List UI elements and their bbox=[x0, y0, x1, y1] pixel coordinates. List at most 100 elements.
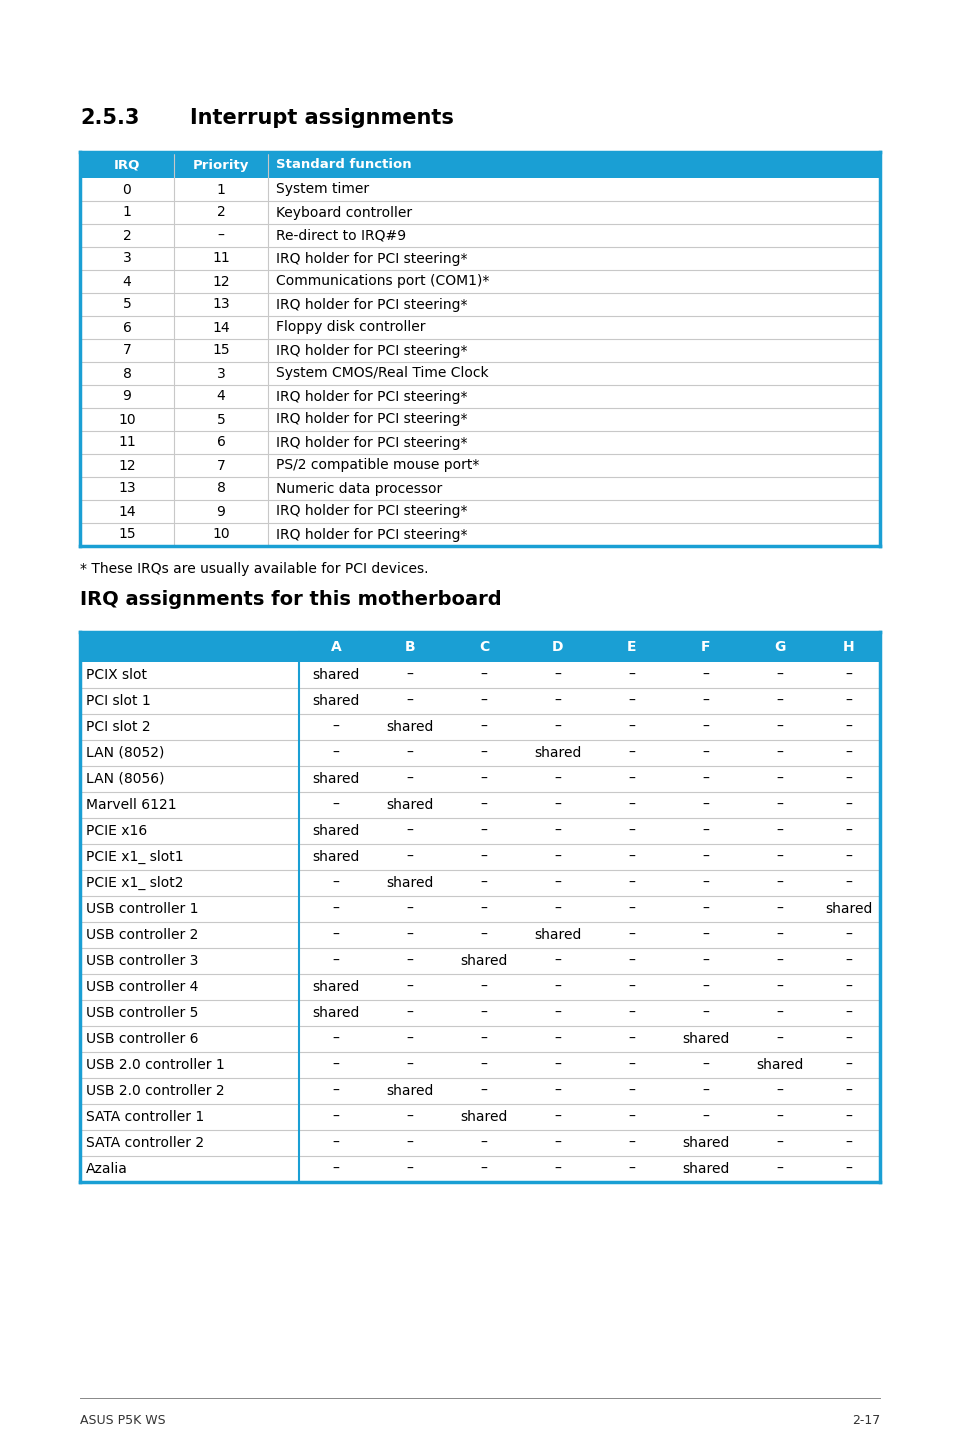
Bar bbox=[80, 1104, 879, 1130]
Text: 8: 8 bbox=[122, 367, 132, 381]
Text: –: – bbox=[480, 772, 487, 787]
Text: –: – bbox=[776, 1136, 782, 1150]
Text: –: – bbox=[776, 669, 782, 682]
Bar bbox=[80, 385, 879, 408]
Text: –: – bbox=[701, 720, 709, 733]
Text: –: – bbox=[628, 669, 635, 682]
Text: –: – bbox=[776, 798, 782, 812]
Text: 13: 13 bbox=[118, 482, 135, 496]
Text: –: – bbox=[554, 953, 561, 968]
Text: –: – bbox=[844, 824, 851, 838]
Text: –: – bbox=[480, 928, 487, 942]
Text: –: – bbox=[406, 928, 413, 942]
Text: –: – bbox=[406, 850, 413, 864]
Text: IRQ holder for PCI steering*: IRQ holder for PCI steering* bbox=[275, 298, 467, 312]
Text: shared: shared bbox=[312, 669, 359, 682]
Text: 6: 6 bbox=[216, 436, 225, 450]
Bar bbox=[80, 523, 879, 546]
Text: USB controller 4: USB controller 4 bbox=[86, 981, 198, 994]
Text: –: – bbox=[406, 1136, 413, 1150]
Text: IRQ holder for PCI steering*: IRQ holder for PCI steering* bbox=[275, 390, 467, 404]
Text: B: B bbox=[404, 640, 415, 654]
Text: Communications port (COM1)*: Communications port (COM1)* bbox=[275, 275, 489, 289]
Text: –: – bbox=[554, 876, 561, 890]
Text: shared: shared bbox=[312, 850, 359, 864]
Text: IRQ holder for PCI steering*: IRQ holder for PCI steering* bbox=[275, 528, 467, 542]
Text: –: – bbox=[701, 876, 709, 890]
Text: shared: shared bbox=[534, 746, 581, 761]
Text: System CMOS/Real Time Clock: System CMOS/Real Time Clock bbox=[275, 367, 488, 381]
Text: –: – bbox=[701, 1058, 709, 1071]
Bar bbox=[80, 896, 879, 922]
Text: G: G bbox=[774, 640, 785, 654]
Text: 2: 2 bbox=[216, 206, 225, 220]
Text: –: – bbox=[628, 1084, 635, 1099]
Bar bbox=[80, 974, 879, 999]
Text: 3: 3 bbox=[216, 367, 225, 381]
Text: –: – bbox=[844, 746, 851, 761]
Text: –: – bbox=[480, 902, 487, 916]
Text: –: – bbox=[406, 1007, 413, 1020]
Bar bbox=[80, 293, 879, 316]
Text: shared: shared bbox=[681, 1032, 729, 1045]
Text: –: – bbox=[333, 1084, 339, 1099]
Text: –: – bbox=[480, 876, 487, 890]
Text: –: – bbox=[701, 1084, 709, 1099]
Bar bbox=[80, 431, 879, 454]
Text: SATA controller 2: SATA controller 2 bbox=[86, 1136, 204, 1150]
Text: –: – bbox=[844, 720, 851, 733]
Text: –: – bbox=[776, 1110, 782, 1125]
Bar bbox=[80, 500, 879, 523]
Text: Marvell 6121: Marvell 6121 bbox=[86, 798, 176, 812]
Text: 0: 0 bbox=[123, 183, 132, 197]
Text: –: – bbox=[844, 695, 851, 707]
Text: –: – bbox=[844, 1162, 851, 1176]
Text: PCIX slot: PCIX slot bbox=[86, 669, 147, 682]
Text: –: – bbox=[406, 1032, 413, 1045]
Text: –: – bbox=[844, 928, 851, 942]
Text: –: – bbox=[554, 1136, 561, 1150]
Text: –: – bbox=[628, 953, 635, 968]
Text: 12: 12 bbox=[212, 275, 230, 289]
Text: –: – bbox=[844, 876, 851, 890]
Text: –: – bbox=[554, 1110, 561, 1125]
Text: –: – bbox=[776, 746, 782, 761]
Text: IRQ holder for PCI steering*: IRQ holder for PCI steering* bbox=[275, 505, 467, 519]
Text: –: – bbox=[480, 1032, 487, 1045]
Text: –: – bbox=[776, 824, 782, 838]
Text: shared: shared bbox=[386, 720, 434, 733]
Text: 10: 10 bbox=[118, 413, 135, 427]
Text: –: – bbox=[406, 1058, 413, 1071]
Text: –: – bbox=[776, 981, 782, 994]
Text: –: – bbox=[333, 746, 339, 761]
Text: –: – bbox=[628, 720, 635, 733]
Text: –: – bbox=[776, 876, 782, 890]
Text: shared: shared bbox=[386, 798, 434, 812]
Text: H: H bbox=[841, 640, 854, 654]
Text: PCI slot 1: PCI slot 1 bbox=[86, 695, 151, 707]
Text: –: – bbox=[701, 798, 709, 812]
Text: –: – bbox=[406, 824, 413, 838]
Text: –: – bbox=[628, 824, 635, 838]
Text: –: – bbox=[701, 746, 709, 761]
Text: shared: shared bbox=[681, 1162, 729, 1176]
Text: –: – bbox=[217, 229, 224, 243]
Text: Keyboard controller: Keyboard controller bbox=[275, 206, 412, 220]
Text: –: – bbox=[628, 772, 635, 787]
Text: 9: 9 bbox=[216, 505, 225, 519]
Text: –: – bbox=[844, 1084, 851, 1099]
Text: –: – bbox=[406, 746, 413, 761]
Bar bbox=[80, 178, 879, 201]
Text: USB controller 6: USB controller 6 bbox=[86, 1032, 198, 1045]
Text: 1: 1 bbox=[216, 183, 225, 197]
Text: –: – bbox=[628, 1032, 635, 1045]
Bar bbox=[80, 270, 879, 293]
Text: PCI slot 2: PCI slot 2 bbox=[86, 720, 151, 733]
Text: Interrupt assignments: Interrupt assignments bbox=[190, 108, 454, 128]
Text: –: – bbox=[554, 850, 561, 864]
Text: Priority: Priority bbox=[193, 158, 249, 171]
Text: –: – bbox=[480, 695, 487, 707]
Text: USB controller 3: USB controller 3 bbox=[86, 953, 198, 968]
Bar bbox=[80, 870, 879, 896]
Text: USB controller 2: USB controller 2 bbox=[86, 928, 198, 942]
